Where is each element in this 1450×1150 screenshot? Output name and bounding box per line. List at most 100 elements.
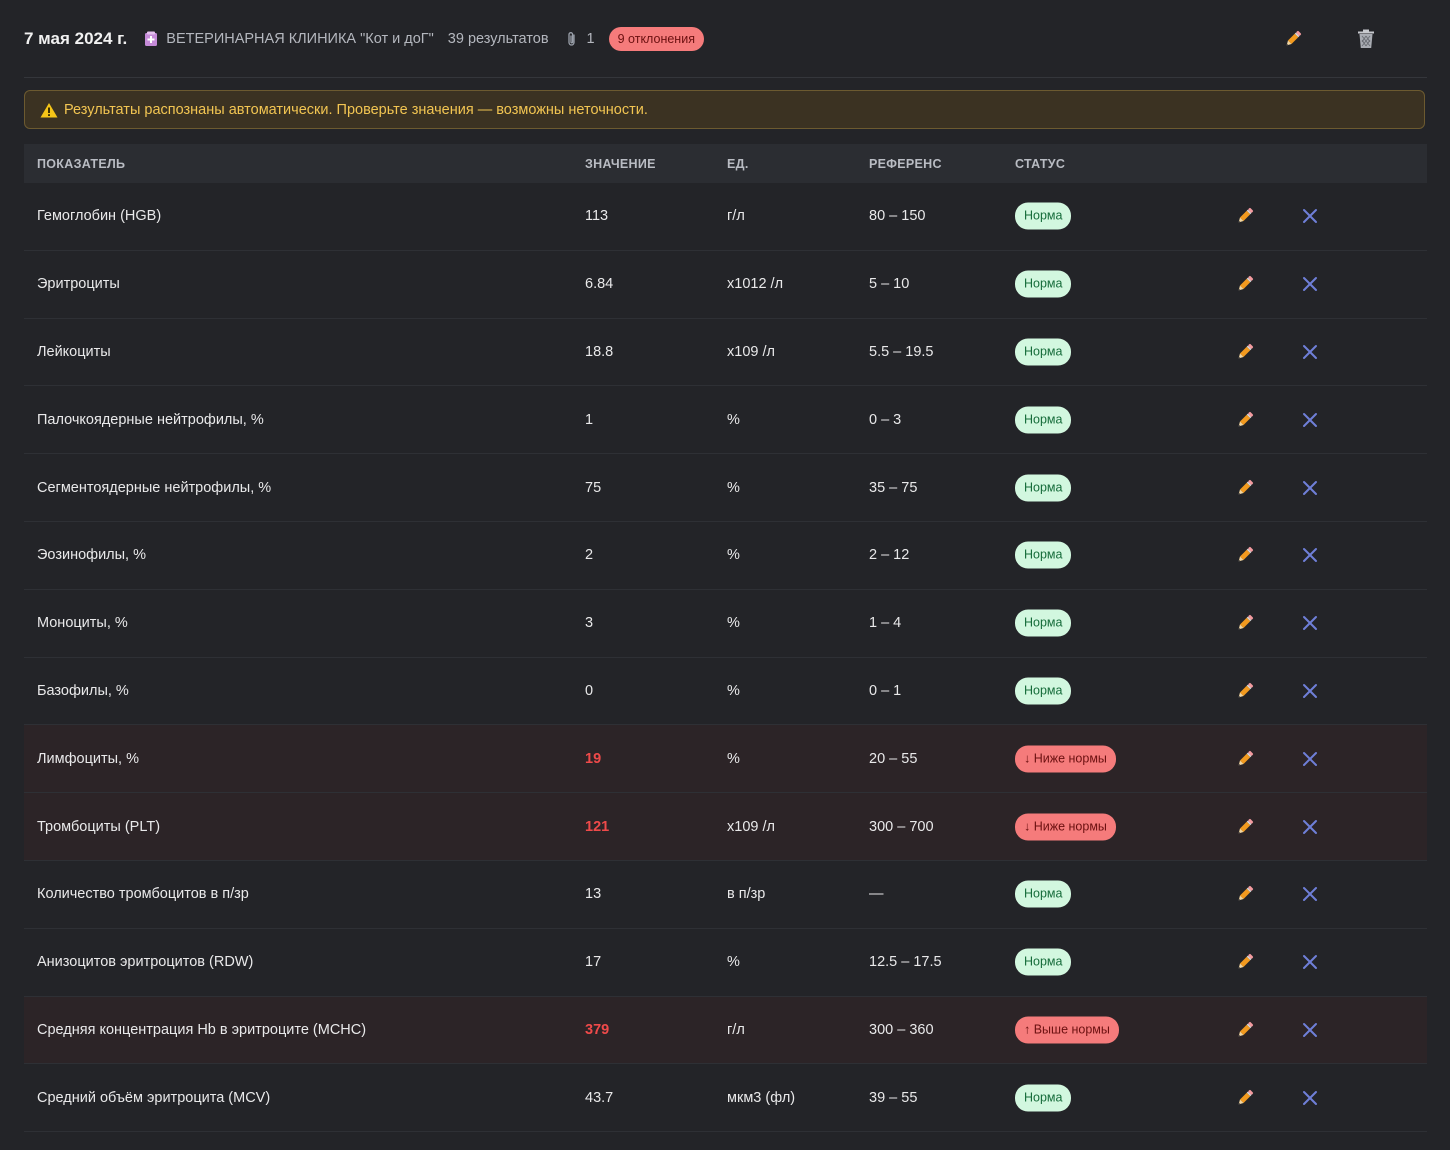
- table-row: Эозинофилы, % 2 % 2 – 12 Норма: [24, 522, 1427, 590]
- row-reference: 2 – 12: [869, 547, 910, 564]
- edit-row-button[interactable]: [1235, 613, 1255, 633]
- delete-row-button[interactable]: [1301, 818, 1319, 836]
- row-name: Количество тромбоцитов в п/зр: [37, 886, 249, 903]
- edit-row-button[interactable]: [1235, 681, 1255, 701]
- edit-row-button[interactable]: [1235, 749, 1255, 769]
- row-unit: в п/зр: [727, 886, 766, 903]
- row-unit: %: [727, 547, 740, 564]
- close-icon: [1303, 616, 1317, 631]
- table-row: Палочкоядерные нейтрофилы, % 1 % 0 – 3 Н…: [24, 386, 1427, 455]
- delete-row-button[interactable]: [1301, 885, 1319, 903]
- edit-row-button[interactable]: [1235, 884, 1255, 904]
- row-status: Норма: [1015, 474, 1072, 502]
- row-value: 0: [585, 682, 594, 699]
- row-status: Норма: [1015, 677, 1072, 705]
- row-status: ↑ Выше нормы: [1015, 1016, 1119, 1044]
- delete-row-button[interactable]: [1301, 275, 1319, 293]
- edit-row-button[interactable]: [1235, 478, 1255, 498]
- clinic-icon: [143, 31, 159, 47]
- close-icon: [1303, 955, 1317, 970]
- delete-row-button[interactable]: [1301, 953, 1319, 971]
- delete-row-button[interactable]: [1301, 546, 1319, 564]
- row-name: Средняя концентрация Hb в эритроците (MC…: [37, 1021, 367, 1038]
- pencil-icon: [1238, 276, 1254, 291]
- edit-row-button[interactable]: [1235, 545, 1255, 565]
- edit-row-button[interactable]: [1235, 206, 1255, 226]
- results-table: ПОКАЗАТЕЛЬ ЗНАЧЕНИЕ ЕД. РЕФЕРЕНС СТАТУС …: [24, 144, 1427, 1133]
- row-unit: мкм3 (фл): [727, 1089, 796, 1106]
- status-badge: Норма: [1015, 270, 1072, 298]
- row-name: Гемоглобин (HGB): [37, 208, 162, 225]
- table-row: Эритроциты 6.84 x1012 /л 5 – 10 Норма: [24, 251, 1427, 319]
- row-name: Анизоцитов эритроцитов (RDW): [37, 954, 254, 971]
- delete-row-button[interactable]: [1301, 1089, 1319, 1107]
- table-row: Тромбоциты (PLT) 121 x109 /л 300 – 700 ↓…: [24, 793, 1427, 861]
- table-body: Гемоглобин (HGB) 113 г/л 80 – 150 Норма …: [24, 183, 1427, 1133]
- row-status: Норма: [1015, 609, 1072, 637]
- pencil-icon: [1238, 750, 1254, 766]
- edit-row-button[interactable]: [1235, 952, 1255, 972]
- row-value: 121: [585, 818, 610, 835]
- pencil-icon: [1238, 547, 1254, 562]
- row-value: 75: [585, 479, 602, 496]
- delete-row-button[interactable]: [1301, 207, 1319, 225]
- status-badge: Норма: [1015, 474, 1072, 502]
- status-badge: Норма: [1015, 406, 1072, 434]
- header-unit: ЕД.: [727, 157, 749, 171]
- delete-row-button[interactable]: [1301, 343, 1319, 361]
- row-reference: 300 – 700: [869, 818, 934, 835]
- delete-row-button[interactable]: [1301, 682, 1319, 700]
- result-date: 7 мая 2024 г.: [24, 28, 128, 48]
- table-header: ПОКАЗАТЕЛЬ ЗНАЧЕНИЕ ЕД. РЕФЕРЕНС СТАТУС: [24, 144, 1427, 183]
- edit-row-button[interactable]: [1235, 817, 1255, 837]
- row-value: 13: [585, 886, 602, 903]
- table-row: Количество тромбоцитов в п/зр 13 в п/зр …: [24, 861, 1427, 929]
- trash-icon: [1358, 29, 1374, 48]
- status-badge: Норма: [1015, 948, 1072, 976]
- delete-row-button[interactable]: [1301, 411, 1319, 429]
- status-badge: Норма: [1015, 1084, 1072, 1112]
- pencil-icon: [1286, 30, 1302, 46]
- row-value: 43.7: [585, 1089, 614, 1106]
- table-row: Гемоглобин (HGB) 113 г/л 80 – 150 Норма: [24, 183, 1427, 251]
- row-name: Базофилы, %: [37, 682, 129, 699]
- table-row: Анизоцитов эритроцитов (RDW) 17 % 12.5 –…: [24, 929, 1427, 997]
- row-name: Эозинофилы, %: [37, 547, 147, 564]
- close-icon: [1303, 887, 1317, 902]
- table-row: Средняя концентрация Hb в эритроците (MC…: [24, 996, 1427, 1065]
- pencil-icon: [1238, 343, 1254, 359]
- status-badge: Норма: [1015, 880, 1072, 908]
- header-reference: РЕФЕРЕНС: [869, 157, 942, 171]
- edit-row-button[interactable]: [1235, 410, 1255, 430]
- header-value: ЗНАЧЕНИЕ: [585, 157, 656, 171]
- delete-result-button[interactable]: [1355, 28, 1377, 50]
- attachments-count: 1: [586, 30, 595, 47]
- edit-row-button[interactable]: [1235, 1088, 1255, 1108]
- row-status: Норма: [1015, 338, 1072, 366]
- pencil-icon: [1238, 208, 1254, 223]
- row-unit: %: [727, 682, 740, 699]
- row-status: Норма: [1015, 202, 1072, 230]
- edit-row-button[interactable]: [1235, 342, 1255, 362]
- status-badge: ↓ Ниже нормы: [1015, 813, 1116, 841]
- paperclip-icon[interactable]: [565, 31, 579, 47]
- pencil-icon: [1238, 615, 1254, 630]
- row-reference: 5.5 – 19.5: [869, 343, 934, 360]
- row-unit: %: [727, 954, 740, 971]
- edit-result-button[interactable]: [1282, 28, 1304, 50]
- delete-row-button[interactable]: [1301, 479, 1319, 497]
- table-row: Лейкоциты 18.8 x109 /л 5.5 – 19.5 Норма: [24, 319, 1427, 387]
- status-badge: ↓ Ниже нормы: [1015, 745, 1116, 773]
- delete-row-button[interactable]: [1301, 614, 1319, 632]
- edit-row-button[interactable]: [1235, 274, 1255, 294]
- row-name: Тромбоциты (PLT): [37, 818, 161, 835]
- pencil-icon: [1238, 682, 1254, 698]
- edit-row-button[interactable]: [1235, 1020, 1255, 1040]
- delete-row-button[interactable]: [1301, 750, 1319, 768]
- table-row: Сегментоядерные нейтрофилы, % 75 % 35 – …: [24, 454, 1427, 522]
- results-header: 7 мая 2024 г. ВЕТЕРИНАРНАЯ КЛИНИКА "Кот …: [24, 0, 1427, 78]
- delete-row-button[interactable]: [1301, 1021, 1319, 1039]
- row-reference: 1 – 4: [869, 615, 902, 632]
- row-value: 18.8: [585, 343, 614, 360]
